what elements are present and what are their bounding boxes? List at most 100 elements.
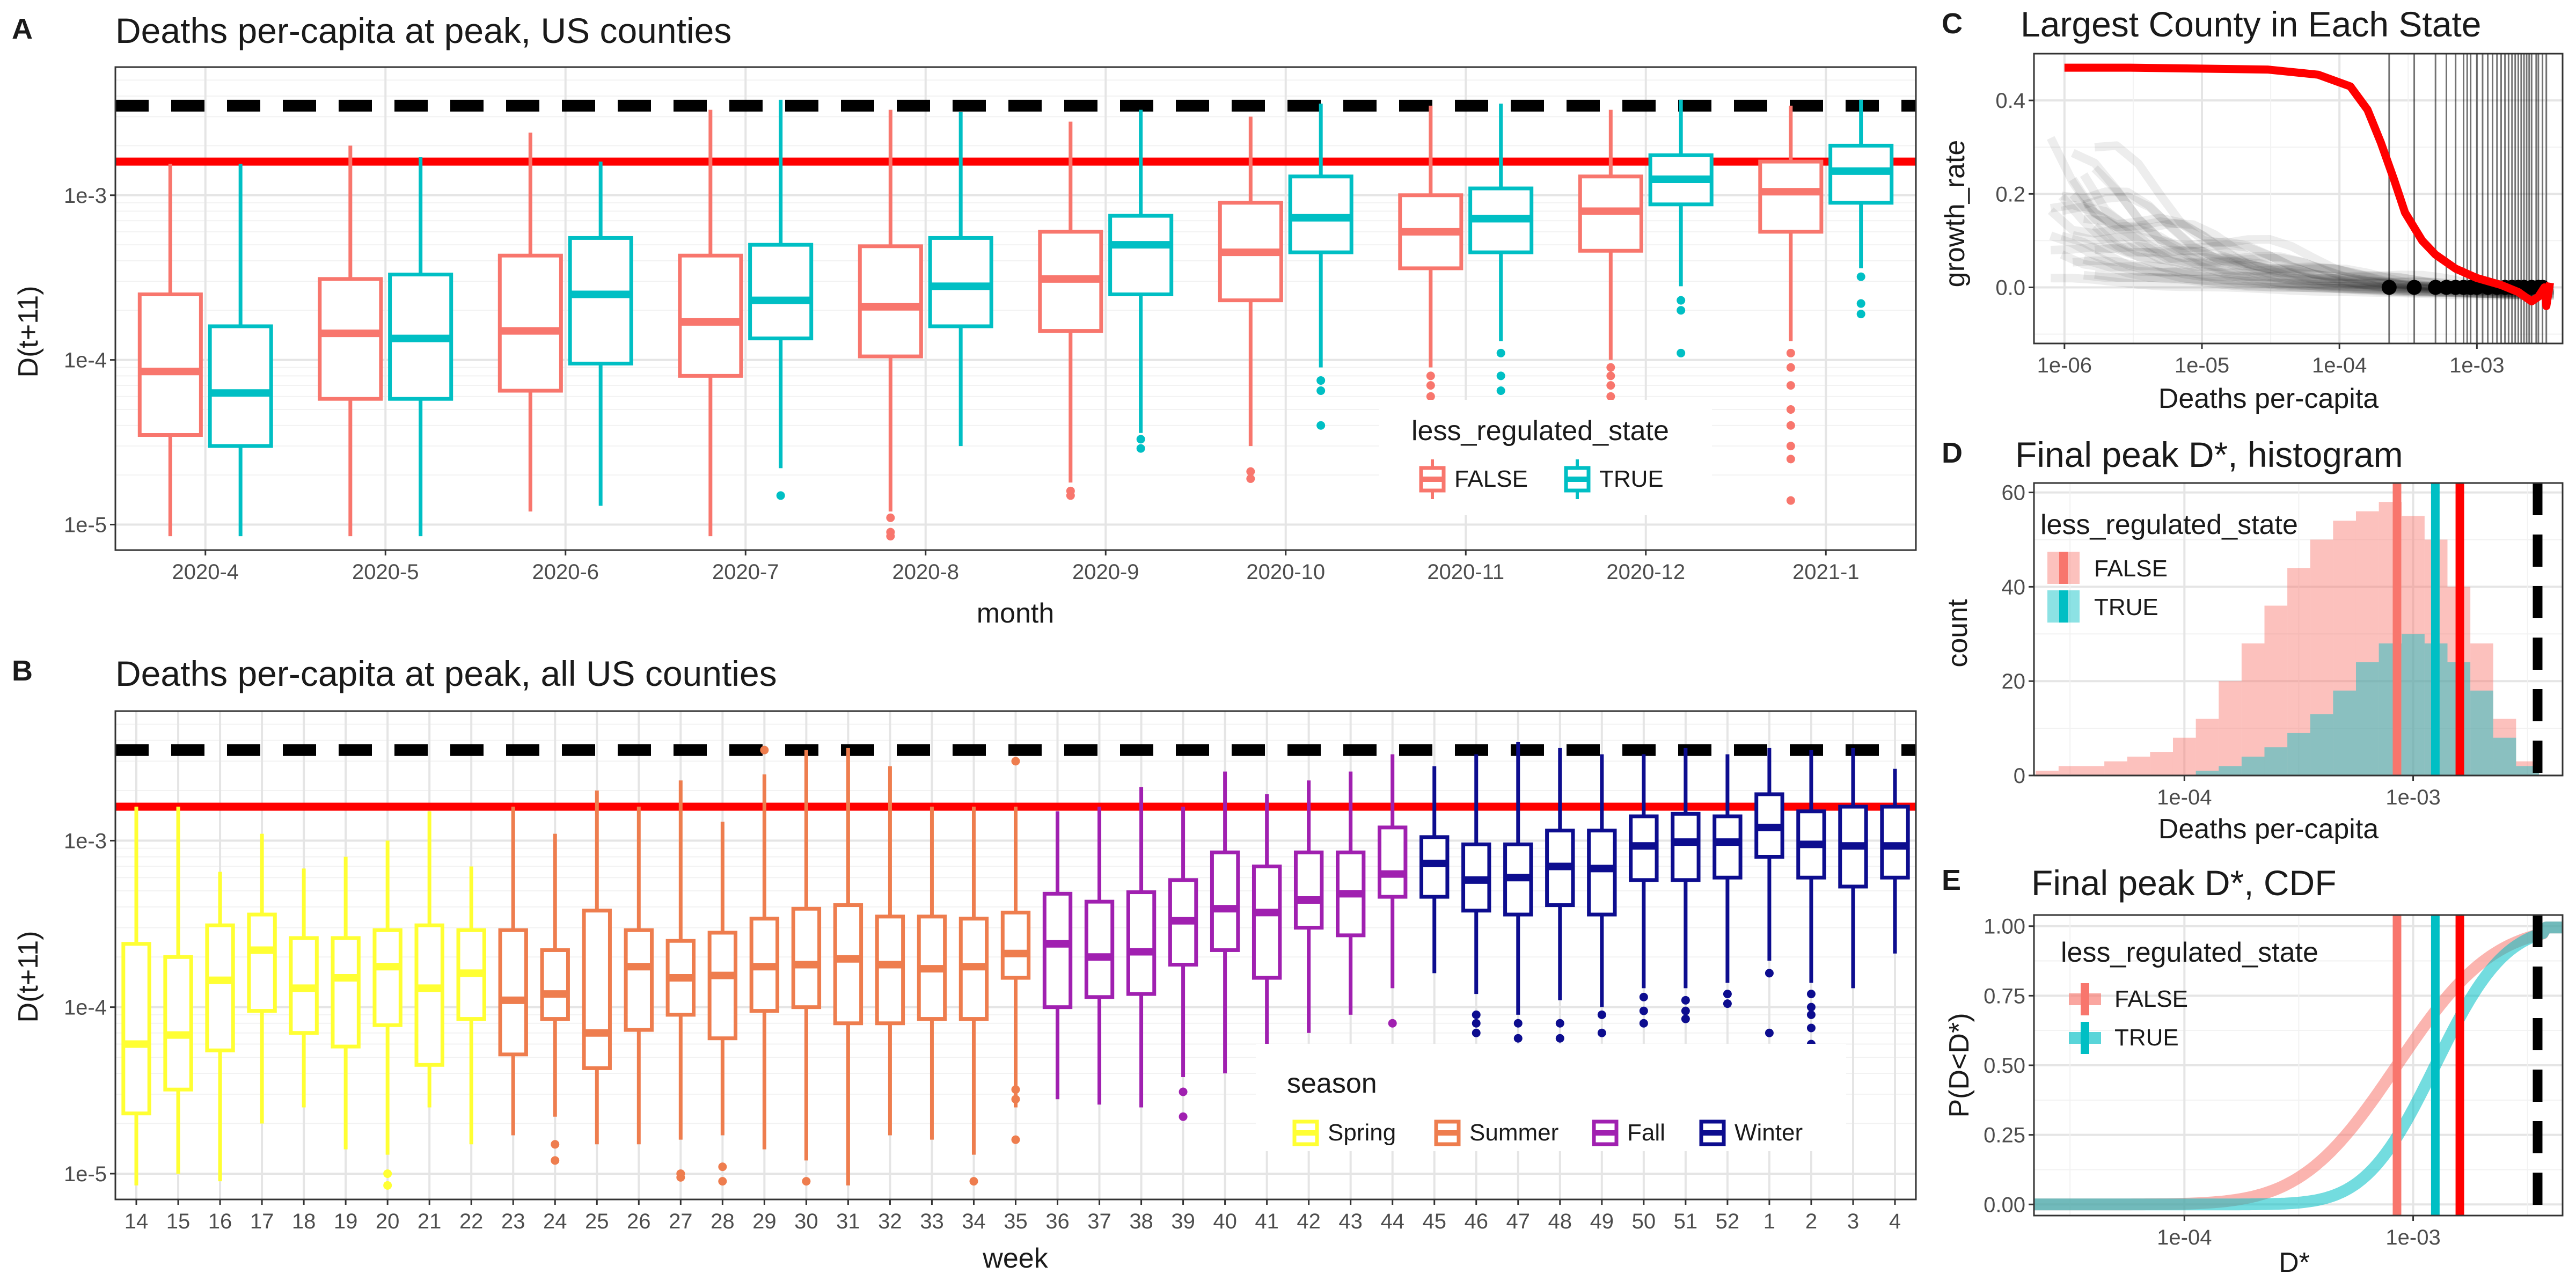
panel-c-y-tick-label: 0.4 xyxy=(1995,89,2025,113)
panel-e-y-axis-label: P(D<D*) xyxy=(1944,1013,1975,1117)
panel-d-histogram-bar-true xyxy=(2333,690,2356,775)
panel-b-box-winter-outlier-point xyxy=(1472,1019,1481,1028)
panel-e-y-tick-label: 0.75 xyxy=(1984,984,2025,1008)
panel-d-histogram-bar-false xyxy=(2493,719,2516,775)
panel-a-legend: less_regulated_state FALSE TRUE xyxy=(1379,400,1712,515)
panel-a-box-true-box xyxy=(748,243,814,341)
panel-b-label: B xyxy=(12,655,33,687)
panel-e-plot-area: 0.00 0.25 0.50 0.75 1.00 1e-04 1e-03 xyxy=(1984,914,2565,1249)
legend-key-winter: Winter xyxy=(1699,1119,1803,1146)
panel-d-y-tick-label: 40 xyxy=(2002,575,2026,599)
panel-e: 0.00 0.25 0.50 0.75 1.00 1e-04 1e-03 E Final p… xyxy=(1942,863,2565,1278)
panel-d-x-tick-label: 1e-03 xyxy=(2385,786,2440,809)
panel-c-plot-background xyxy=(2034,54,2563,343)
panel-b-box-winter-outlier-point xyxy=(1513,1034,1523,1043)
panel-b-box-summer-outlier-point xyxy=(1011,1085,1020,1094)
panel-b-x-tick-label: 44 xyxy=(1380,1210,1404,1233)
panel-c-x-tick-label: 1e-05 xyxy=(2175,354,2229,377)
panel-b-box-summer-box xyxy=(833,903,863,1026)
panel-d-legend-title: less_regulated_state xyxy=(2040,509,2298,540)
panel-a-x-tick-label: 2020-10 xyxy=(1246,560,1325,584)
panel-a-y-tick-label: 1e-5 xyxy=(64,513,107,537)
panel-b-legend: season Spring Summer Fall Winter xyxy=(1256,1044,1846,1151)
panel-e-y-tick-label: 1.00 xyxy=(1984,915,2025,939)
panel-b-x-tick-label: 25 xyxy=(585,1210,609,1233)
panel-b-x-tick-label: 50 xyxy=(1632,1210,1656,1233)
panel-a-box-false-box xyxy=(318,277,383,401)
panel-a-box-false-outlier-point xyxy=(1246,474,1255,483)
panel-d-histogram-bar-false xyxy=(2127,756,2150,775)
legend-label-false: FALSE xyxy=(2094,555,2168,582)
panel-c-x-axis-label: Deaths per-capita xyxy=(2158,383,2379,414)
panel-b-x-tick-label: 48 xyxy=(1548,1210,1572,1233)
panel-b-box-winter-outlier-point xyxy=(1765,1028,1774,1037)
panel-b-x-tick-label: 34 xyxy=(962,1210,986,1233)
panel-d-histogram-bar-true xyxy=(2310,714,2333,775)
panel-a-x-tick-label: 2021-1 xyxy=(1792,560,1860,584)
panel-d-histogram-bar-false xyxy=(2150,752,2173,775)
panel-b-box-spring-outlier-point xyxy=(383,1181,392,1190)
panel-c-label: C xyxy=(1942,8,1963,40)
panel-b-box-spring-box xyxy=(247,912,277,1013)
panel-b-box-summer-outlier-point xyxy=(718,1162,727,1172)
panel-a-box-false-outlier-point xyxy=(1606,381,1615,390)
legend-label-false: FALSE xyxy=(2114,986,2188,1012)
panel-b-box-winter-outlier-point xyxy=(1472,1028,1481,1037)
panel-d-histogram-bar-false xyxy=(2470,643,2493,775)
panel-b-box-summer-outlier-point xyxy=(551,1156,560,1165)
panel-e-title: Final peak D*, CDF xyxy=(2031,863,2337,903)
panel-b-box-summer-box xyxy=(498,928,528,1057)
panel-a-box-true-outlier-point xyxy=(1316,376,1326,385)
panel-b-box-fall-box xyxy=(1126,890,1157,996)
panel-e-x-tick-label: 1e-04 xyxy=(2157,1226,2212,1249)
panel-c-peak-point xyxy=(2381,280,2397,295)
panel-a-plot-area: 1e-5 1e-4 1e-3 2020-4 2020-5 2020-6 2020-7 2020… xyxy=(64,66,1917,584)
panel-d-histogram-bar-false xyxy=(2333,521,2356,775)
panel-d-y-tick-label: 20 xyxy=(2002,670,2026,693)
panel-a-x-axis-label: month xyxy=(977,598,1055,629)
panel-d-histogram-bar-false xyxy=(2219,681,2242,775)
panel-d-histogram-bar-true xyxy=(2470,690,2493,775)
panel-a-box-true-box xyxy=(568,236,633,365)
panel-a-box-false-outlier-point xyxy=(1246,467,1255,476)
panel-d-histogram-bar-false xyxy=(2196,719,2219,775)
panel-a-box-false-box xyxy=(678,253,743,378)
panel-a-box-false-outlier-point xyxy=(1066,491,1075,500)
panel-b-box-fall-box xyxy=(1084,899,1115,999)
panel-d-y-tick-label: 0 xyxy=(2014,764,2025,788)
panel-c-plot-area: 0.0 0.2 0.4 1e-06 1e-05 1e-04 1e-03 xyxy=(1995,53,2564,377)
panel-b-box-winter-outlier-point xyxy=(1723,999,1732,1008)
panel-a-box-true-box xyxy=(1108,214,1174,297)
panel-d-histogram-bar-true xyxy=(2402,634,2425,775)
panel-d-histogram-bar-false xyxy=(2287,568,2310,775)
panel-b: 1e-51e-41e-314 15 16 17 18 19 20 21 22 23 24 25 26 27… xyxy=(12,654,1917,1274)
panel-d-histogram-bar-false xyxy=(2264,605,2288,775)
panel-b-x-tick-label: 18 xyxy=(292,1210,316,1233)
panel-a-title: Deaths per-capita at peak, US counties xyxy=(115,11,731,50)
panel-b-x-tick-label: 47 xyxy=(1506,1210,1531,1233)
panel-b-x-tick-label: 4 xyxy=(1889,1210,1901,1233)
panel-d-histogram-bar-false xyxy=(2241,643,2265,775)
panel-e-x-axis-label: D* xyxy=(2279,1247,2310,1278)
panel-b-x-tick-label: 24 xyxy=(543,1210,567,1233)
panel-a-box-false-box xyxy=(858,244,923,358)
panel-c-y-tick-label: 0.0 xyxy=(1995,276,2025,299)
panel-b-box-winter-outlier-point xyxy=(1555,1019,1564,1028)
panel-a-box-false-outlier-point xyxy=(1426,371,1435,380)
panel-b-y-tick-label: 1e-5 xyxy=(64,1162,107,1186)
panel-b-box-winter-outlier-point xyxy=(1639,992,1648,1001)
panel-b-box-summer-box xyxy=(791,906,822,1009)
panel-b-box-spring-box xyxy=(372,928,402,1027)
panel-b-box-spring-box xyxy=(414,923,444,1067)
panel-a-box-true-outlier-point xyxy=(1496,371,1505,380)
panel-d-y-tick-label: 60 xyxy=(2002,481,2026,505)
panel-b-x-tick-label: 27 xyxy=(669,1210,693,1233)
panel-a-plot-border xyxy=(114,66,1917,551)
panel-b-x-axis-label: week xyxy=(982,1243,1048,1274)
legend-key-false: FALSE xyxy=(1419,459,1528,499)
panel-b-box-winter-outlier-point xyxy=(1681,1006,1690,1015)
panel-a-box-false-box xyxy=(497,253,563,393)
panel-b-y-tick-label: 1e-4 xyxy=(64,996,107,1020)
panel-d-y-axis-label: count xyxy=(1942,599,1973,668)
panel-b-x-tick-label: 32 xyxy=(878,1210,902,1233)
